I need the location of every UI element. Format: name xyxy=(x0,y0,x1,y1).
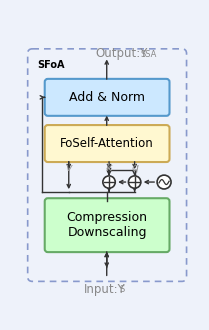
Text: v: v xyxy=(65,163,72,173)
Circle shape xyxy=(128,176,141,188)
Text: q: q xyxy=(131,163,138,173)
Text: SSA: SSA xyxy=(141,50,157,59)
Text: Input:Y: Input:Y xyxy=(83,283,125,296)
Text: Compression
Downscaling: Compression Downscaling xyxy=(67,211,148,239)
Text: Add & Norm: Add & Norm xyxy=(69,91,145,104)
Text: Output:Y: Output:Y xyxy=(96,47,148,60)
Circle shape xyxy=(103,176,115,188)
FancyBboxPatch shape xyxy=(45,79,169,116)
Text: SFoA: SFoA xyxy=(37,60,64,70)
Text: k: k xyxy=(106,163,112,173)
Text: S: S xyxy=(119,285,124,294)
FancyBboxPatch shape xyxy=(45,198,169,252)
FancyBboxPatch shape xyxy=(28,49,187,281)
FancyBboxPatch shape xyxy=(45,125,169,162)
Text: FoSelf-Attention: FoSelf-Attention xyxy=(60,137,154,150)
Circle shape xyxy=(157,175,171,189)
